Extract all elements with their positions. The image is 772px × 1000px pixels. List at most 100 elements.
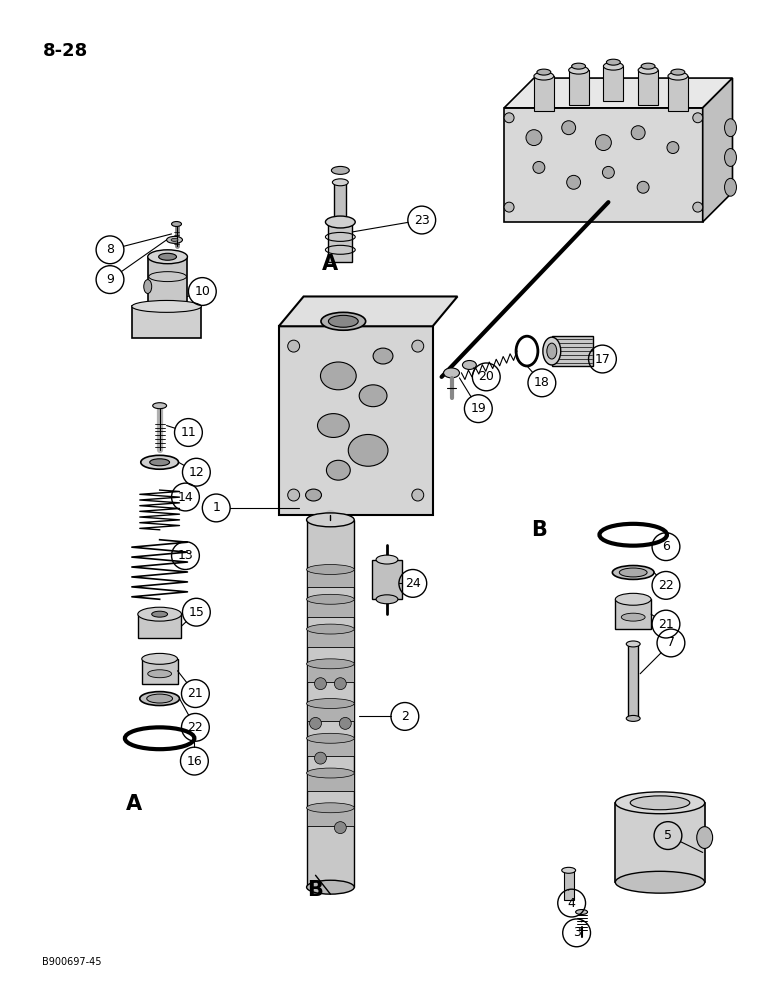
Text: 15: 15 [188, 606, 205, 619]
Circle shape [692, 113, 703, 123]
Circle shape [533, 161, 545, 173]
Text: 6: 6 [662, 540, 670, 553]
Ellipse shape [306, 880, 354, 894]
Text: 8-28: 8-28 [42, 42, 88, 60]
Circle shape [411, 340, 424, 352]
Ellipse shape [642, 63, 655, 69]
Text: 21: 21 [188, 687, 203, 700]
Ellipse shape [306, 659, 354, 669]
Ellipse shape [306, 768, 354, 778]
Text: 11: 11 [181, 426, 196, 439]
Ellipse shape [569, 66, 588, 74]
Ellipse shape [615, 871, 705, 893]
Text: 12: 12 [188, 466, 205, 479]
Polygon shape [703, 78, 733, 222]
Ellipse shape [462, 361, 476, 369]
Ellipse shape [317, 414, 349, 437]
Ellipse shape [306, 565, 354, 574]
Ellipse shape [147, 250, 188, 264]
Polygon shape [279, 326, 432, 515]
Ellipse shape [571, 63, 585, 69]
Ellipse shape [697, 827, 713, 848]
FancyBboxPatch shape [604, 66, 623, 101]
Ellipse shape [725, 149, 736, 166]
Ellipse shape [327, 460, 350, 480]
Text: 23: 23 [414, 214, 429, 227]
Ellipse shape [144, 280, 152, 293]
Polygon shape [504, 78, 733, 108]
Circle shape [310, 717, 321, 729]
Text: B900697-45: B900697-45 [42, 957, 102, 967]
Ellipse shape [621, 613, 645, 621]
Ellipse shape [150, 459, 170, 466]
Ellipse shape [671, 69, 685, 75]
Ellipse shape [320, 362, 356, 390]
Text: B: B [531, 520, 547, 540]
FancyBboxPatch shape [615, 599, 651, 629]
Ellipse shape [547, 343, 557, 359]
FancyBboxPatch shape [668, 76, 688, 111]
Circle shape [631, 126, 645, 140]
Text: B: B [307, 880, 323, 900]
FancyBboxPatch shape [615, 803, 705, 882]
Ellipse shape [606, 59, 620, 65]
Text: 2: 2 [401, 710, 409, 723]
Polygon shape [279, 296, 458, 326]
Circle shape [692, 202, 703, 212]
Circle shape [288, 340, 300, 352]
Circle shape [314, 752, 327, 764]
Ellipse shape [638, 66, 658, 74]
Circle shape [411, 489, 424, 501]
FancyBboxPatch shape [552, 336, 594, 366]
Ellipse shape [725, 178, 736, 196]
FancyBboxPatch shape [306, 773, 354, 791]
Circle shape [667, 142, 679, 154]
FancyBboxPatch shape [142, 659, 178, 684]
Ellipse shape [626, 715, 640, 721]
Circle shape [504, 113, 514, 123]
Text: 18: 18 [534, 376, 550, 389]
Text: A: A [323, 254, 338, 274]
Ellipse shape [612, 566, 654, 579]
Ellipse shape [306, 803, 354, 813]
FancyBboxPatch shape [569, 70, 588, 105]
Text: 1: 1 [212, 501, 220, 514]
Ellipse shape [668, 72, 688, 80]
Ellipse shape [444, 368, 459, 378]
Text: 3: 3 [573, 926, 581, 939]
Circle shape [334, 678, 347, 690]
Ellipse shape [376, 595, 398, 604]
Ellipse shape [373, 348, 393, 364]
Ellipse shape [626, 641, 640, 647]
Text: 7: 7 [667, 636, 675, 649]
Text: 8: 8 [106, 243, 114, 256]
Circle shape [562, 121, 576, 135]
FancyBboxPatch shape [147, 257, 188, 308]
Ellipse shape [725, 119, 736, 137]
Ellipse shape [137, 607, 181, 621]
FancyBboxPatch shape [638, 70, 658, 105]
Circle shape [288, 489, 300, 501]
FancyBboxPatch shape [328, 222, 352, 262]
FancyBboxPatch shape [306, 599, 354, 617]
Ellipse shape [328, 315, 358, 327]
Text: A: A [126, 794, 142, 814]
Ellipse shape [604, 62, 623, 70]
Circle shape [595, 135, 611, 151]
Ellipse shape [171, 238, 178, 241]
Text: 13: 13 [178, 549, 193, 562]
Ellipse shape [333, 179, 348, 186]
Ellipse shape [306, 624, 354, 634]
Circle shape [526, 130, 542, 146]
Circle shape [602, 166, 615, 178]
Ellipse shape [534, 72, 554, 80]
Text: 9: 9 [106, 273, 114, 286]
Circle shape [340, 717, 351, 729]
Ellipse shape [562, 867, 576, 873]
Ellipse shape [306, 733, 354, 743]
FancyBboxPatch shape [137, 614, 181, 638]
Ellipse shape [615, 593, 651, 605]
Ellipse shape [306, 489, 321, 501]
Ellipse shape [153, 403, 167, 409]
FancyBboxPatch shape [306, 569, 354, 587]
